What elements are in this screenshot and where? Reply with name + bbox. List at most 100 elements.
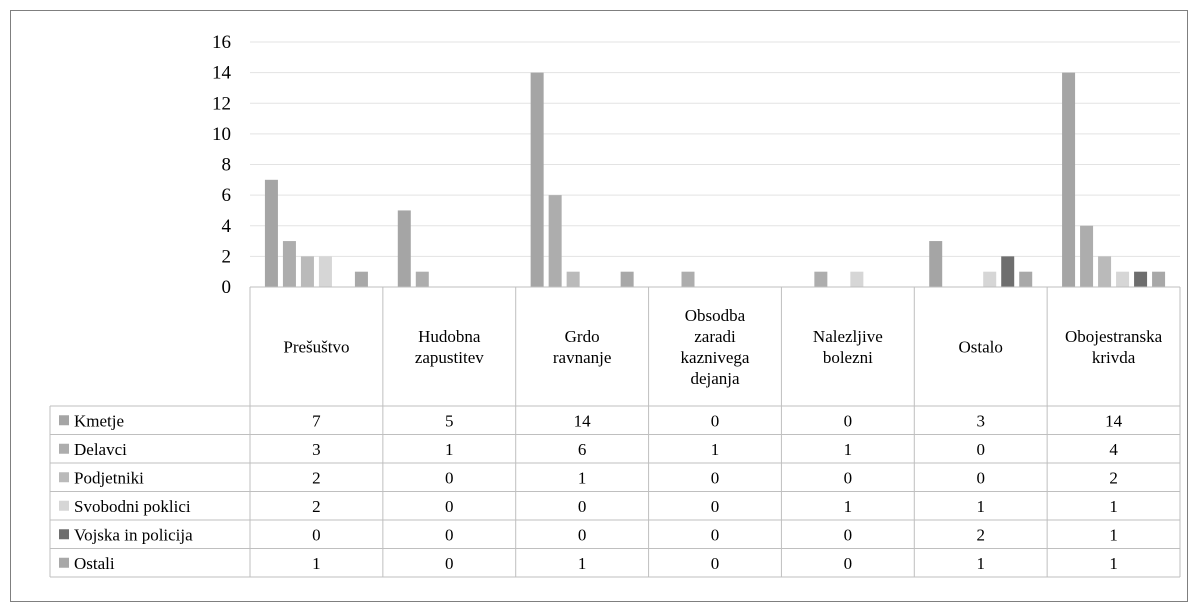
table-cell-value: 1 — [578, 554, 587, 573]
legend-key — [59, 415, 69, 426]
table-cell-value: 0 — [578, 497, 587, 516]
legend-key — [59, 529, 69, 540]
table-cell-value: 0 — [844, 554, 853, 573]
table-cell-value: 0 — [976, 440, 985, 459]
table-cell-value: 2 — [312, 497, 321, 516]
table-cell-value: 0 — [711, 468, 720, 487]
category-label: krivda — [1092, 348, 1136, 367]
bar — [548, 195, 562, 287]
legend-key — [59, 557, 69, 568]
y-tick-label: 10 — [212, 124, 231, 145]
table-cell-value: 3 — [312, 440, 321, 459]
category-label: zapustitev — [415, 348, 484, 367]
legend-label: Delavci — [74, 440, 127, 459]
bar — [300, 256, 314, 287]
table-cell-value: 1 — [445, 440, 454, 459]
y-tick-label: 6 — [222, 185, 232, 206]
table-cell-value: 0 — [711, 411, 720, 430]
y-tick-label: 4 — [222, 216, 232, 237]
table-cell-value: 1 — [312, 554, 321, 573]
legend-key — [59, 500, 69, 511]
table-cell-value: 5 — [445, 411, 454, 430]
bar — [397, 210, 411, 287]
bar — [1019, 271, 1033, 287]
table-cell-value: 0 — [844, 468, 853, 487]
y-tick-label: 8 — [222, 155, 232, 176]
table-cell-value: 6 — [578, 440, 587, 459]
bar — [318, 256, 332, 287]
category-label: Nalezljive — [813, 327, 883, 346]
bar — [264, 179, 278, 287]
table-cell-value: 0 — [976, 468, 985, 487]
legend-label: Svobodni poklici — [74, 497, 191, 516]
table-cell-value: 0 — [711, 497, 720, 516]
bar — [566, 271, 580, 287]
legend-label: Podjetniki — [74, 468, 144, 487]
table-cell-value: 0 — [445, 554, 454, 573]
category-label: zaradi — [694, 327, 736, 346]
table-cell-value: 0 — [711, 525, 720, 544]
bar — [530, 72, 544, 287]
category-label: Hudobna — [418, 327, 481, 346]
table-cell-value: 14 — [1105, 411, 1123, 430]
table-cell-value: 1 — [844, 440, 853, 459]
table-cell-value: 1 — [1109, 497, 1118, 516]
bar — [1062, 72, 1076, 287]
table-cell-value: 1 — [711, 440, 720, 459]
category-label: kaznivega — [681, 348, 750, 367]
y-tick-label: 0 — [222, 277, 232, 298]
table-cell-value: 0 — [445, 497, 454, 516]
category-label: Ostalo — [959, 338, 1003, 357]
bar — [354, 271, 368, 287]
legend-label: Ostali — [74, 554, 115, 573]
table-cell-value: 2 — [312, 468, 321, 487]
table-cell-value: 0 — [445, 525, 454, 544]
table-cell-value: 1 — [1109, 554, 1118, 573]
table-cell-value: 0 — [844, 525, 853, 544]
category-label: Obsodba — [685, 306, 746, 325]
bar — [1152, 271, 1166, 287]
bar — [1116, 271, 1130, 287]
table-cell-value: 2 — [1109, 468, 1118, 487]
bar — [1134, 271, 1148, 287]
table-cell-value: 0 — [312, 525, 321, 544]
category-label: dejanja — [690, 369, 740, 388]
legend-label: Kmetje — [74, 411, 124, 430]
legend-label: Vojska in policija — [74, 525, 193, 544]
table-cell-value: 2 — [976, 525, 985, 544]
bar — [850, 271, 864, 287]
bar — [415, 271, 429, 287]
bar — [983, 271, 997, 287]
bar — [929, 241, 943, 287]
bar — [282, 241, 296, 287]
table-cell-value: 1 — [578, 468, 587, 487]
bar — [1098, 256, 1112, 287]
category-label: Prešuštvo — [283, 338, 349, 357]
category-label: ravnanje — [553, 348, 612, 367]
category-label: Grdo — [565, 327, 600, 346]
table-cell-value: 0 — [445, 468, 454, 487]
table-cell-value: 4 — [1109, 440, 1118, 459]
table-cell-value: 1 — [976, 497, 985, 516]
y-tick-label: 12 — [212, 93, 231, 114]
bar — [814, 271, 828, 287]
table-cell-value: 7 — [312, 411, 321, 430]
y-tick-label: 16 — [212, 32, 231, 53]
table-cell-value: 0 — [844, 411, 853, 430]
bar — [620, 271, 634, 287]
chart-frame — [10, 10, 1188, 602]
table-cell-value: 1 — [844, 497, 853, 516]
table-cell-value: 1 — [1109, 525, 1118, 544]
table-cell-value: 0 — [578, 525, 587, 544]
bar — [1080, 225, 1094, 287]
bar — [681, 271, 695, 287]
category-label: Obojestranska — [1065, 327, 1163, 346]
legend-key — [59, 472, 69, 483]
table-cell-value: 3 — [976, 411, 985, 430]
table-cell-value: 14 — [574, 411, 592, 430]
y-tick-label: 2 — [222, 246, 232, 267]
table-cell-value: 1 — [976, 554, 985, 573]
category-label: bolezni — [823, 348, 873, 367]
y-tick-label: 14 — [212, 63, 232, 84]
